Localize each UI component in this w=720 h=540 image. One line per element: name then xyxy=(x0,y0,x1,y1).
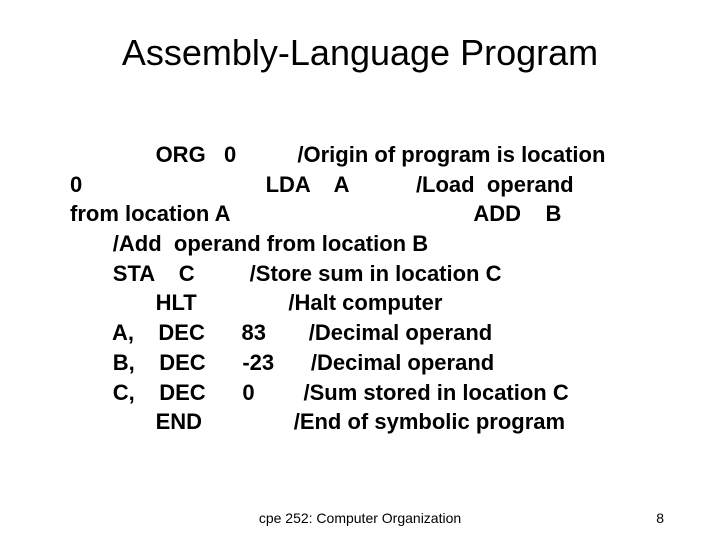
code-block: ORG 0 /Origin of program is location 0 L… xyxy=(70,140,660,437)
code-line: 0 LDA A /Load operand xyxy=(70,170,660,200)
footer-text: cpe 252: Computer Organization xyxy=(259,510,461,526)
code-line: END /End of symbolic program xyxy=(70,407,660,437)
code-line: C, DEC 0 /Sum stored in location C xyxy=(70,378,660,408)
code-line: HLT /Halt computer xyxy=(70,288,660,318)
code-line: B, DEC -23 /Decimal operand xyxy=(70,348,660,378)
code-line: STA C /Store sum in location C xyxy=(70,259,660,289)
code-line: from location A ADD B xyxy=(70,199,660,229)
slide-title: Assembly-Language Program xyxy=(0,0,720,74)
code-line: /Add operand from location B xyxy=(70,229,660,259)
page-number: 8 xyxy=(656,510,664,526)
code-line: ORG 0 /Origin of program is location xyxy=(70,140,660,170)
code-line: A, DEC 83 /Decimal operand xyxy=(70,318,660,348)
